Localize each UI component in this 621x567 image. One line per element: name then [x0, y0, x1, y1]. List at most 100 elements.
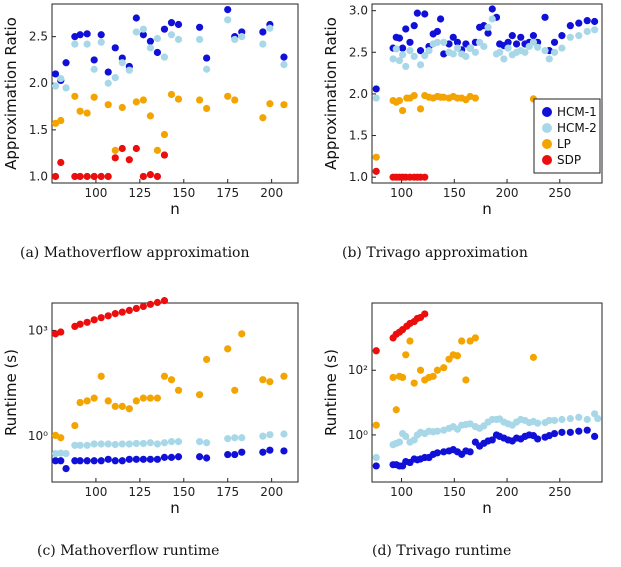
- data-point: [153, 455, 162, 463]
- data-point: [389, 55, 397, 63]
- data-point: [392, 45, 400, 53]
- data-point: [111, 440, 119, 449]
- data-point: [398, 51, 407, 59]
- data-point: [224, 345, 232, 353]
- data-point: [196, 391, 204, 399]
- series-SDP: [372, 167, 429, 181]
- legend-label: HCM-1: [557, 105, 597, 119]
- series-LP: [51, 90, 288, 154]
- data-point: [71, 421, 79, 430]
- plot-frame: [51, 302, 299, 483]
- data-point: [231, 386, 239, 394]
- data-point: [534, 43, 542, 51]
- data-point: [433, 27, 442, 36]
- data-point: [51, 457, 60, 465]
- y-tick-label: 2.5: [349, 45, 368, 59]
- data-point: [125, 66, 133, 74]
- y-tick-label: 3.0: [349, 4, 368, 18]
- data-point: [203, 104, 211, 113]
- data-point: [488, 436, 496, 444]
- y-axis-label: Runtime (s): [322, 349, 340, 436]
- data-point: [132, 439, 140, 448]
- data-point: [167, 438, 176, 446]
- x-tick-label: 100: [84, 186, 107, 200]
- data-point: [259, 40, 267, 48]
- data-point: [433, 427, 442, 435]
- data-point: [440, 364, 448, 372]
- data-point: [104, 455, 112, 463]
- data-point: [90, 316, 98, 324]
- data-point: [280, 53, 288, 61]
- data-point: [132, 304, 140, 313]
- caption-a: (a) Mathoverflow approximation: [20, 245, 250, 261]
- data-point: [76, 31, 84, 39]
- data-point: [132, 14, 140, 22]
- data-point: [71, 441, 79, 449]
- data-point: [224, 435, 232, 443]
- data-point: [90, 65, 98, 73]
- data-point: [266, 431, 274, 439]
- data-point: [266, 100, 274, 108]
- y-axis-label: Runtime (s): [2, 349, 20, 436]
- data-point: [160, 25, 169, 33]
- data-point: [512, 40, 521, 48]
- data-point: [372, 94, 380, 102]
- data-point: [462, 52, 470, 61]
- data-point: [433, 366, 442, 374]
- data-point: [280, 447, 288, 455]
- data-point: [203, 54, 211, 62]
- data-point: [558, 428, 566, 436]
- data-point: [203, 454, 211, 462]
- series-LP: [372, 334, 538, 429]
- data-point: [118, 103, 126, 112]
- data-point: [146, 171, 154, 179]
- data-point: [132, 144, 140, 153]
- data-point: [238, 448, 246, 456]
- data-point: [111, 74, 119, 82]
- data-point: [453, 44, 462, 52]
- data-point: [71, 172, 79, 181]
- data-point: [111, 457, 119, 465]
- data-point: [280, 372, 288, 380]
- data-point: [153, 34, 162, 43]
- data-point: [90, 93, 98, 101]
- series-LP: [51, 330, 288, 442]
- data-point: [132, 397, 140, 405]
- caption-c: (c) Mathoverflow runtime: [37, 543, 220, 559]
- data-point: [429, 372, 437, 380]
- data-point: [203, 65, 211, 73]
- data-point: [575, 427, 583, 435]
- x-tick-label: 200: [496, 485, 519, 499]
- data-point: [558, 32, 566, 40]
- x-axis-label: n: [170, 200, 180, 218]
- data-point: [231, 434, 239, 442]
- data-point: [146, 37, 154, 45]
- data-point: [90, 457, 98, 465]
- data-point: [146, 455, 154, 463]
- data-point: [566, 33, 574, 41]
- data-point: [550, 416, 559, 425]
- data-point: [104, 172, 112, 181]
- data-point: [146, 44, 154, 52]
- data-point: [111, 154, 119, 162]
- data-point: [541, 13, 549, 21]
- data-point: [591, 17, 599, 26]
- series-HCM-2: [372, 410, 602, 462]
- data-point: [575, 19, 583, 27]
- data-point: [280, 430, 288, 438]
- data-point: [575, 413, 583, 421]
- series-HCM-1: [372, 5, 599, 93]
- data-point: [591, 26, 599, 34]
- data-point: [521, 48, 529, 56]
- data-point: [395, 57, 404, 65]
- data-point: [57, 74, 65, 83]
- data-point: [395, 96, 404, 105]
- x-tick-label: 125: [128, 485, 151, 499]
- data-point: [203, 439, 211, 447]
- data-point: [104, 68, 112, 76]
- data-point: [167, 453, 176, 461]
- series-SDP: [51, 297, 169, 338]
- data-point: [406, 47, 414, 55]
- data-point: [453, 38, 462, 46]
- data-point: [83, 457, 91, 465]
